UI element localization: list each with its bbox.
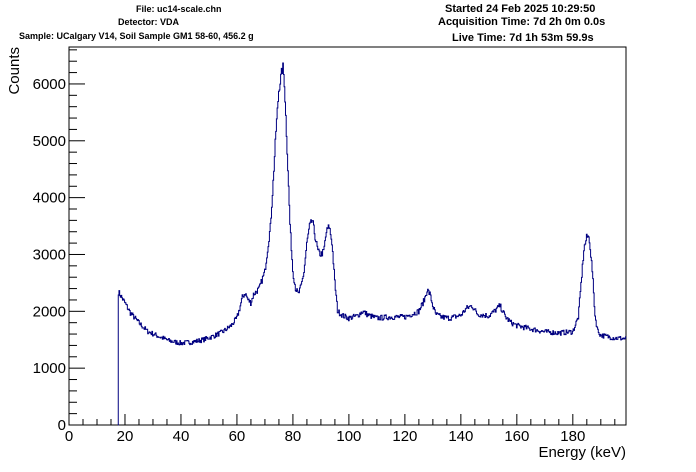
x-tick-label: 80 (285, 428, 302, 445)
y-tick-label: 0 (58, 417, 66, 434)
x-tick-label: 100 (336, 428, 361, 445)
x-axis-title: Energy (keV) (538, 444, 626, 461)
file-label: File: uc14-scale.chn (136, 4, 222, 14)
sample-label: Sample: UCalgary V14, Soil Sample GM1 58… (19, 31, 254, 41)
acquisition-time-label: Acquisition Time: 7d 2h 0m 0.0s (438, 16, 606, 28)
x-tick-label: 140 (448, 428, 473, 445)
y-tick-label: 4000 (33, 190, 66, 207)
plot-frame (68, 46, 627, 426)
x-tick-label: 20 (117, 428, 134, 445)
y-axis: 0 1000 2000 3000 4000 5000 6000 (33, 49, 85, 434)
x-tick-label: 180 (560, 428, 585, 445)
x-tick-label: 160 (504, 428, 529, 445)
y-axis-title: Counts (6, 47, 23, 95)
x-tick-label: 60 (229, 428, 246, 445)
x-tick-label: 40 (173, 428, 190, 445)
y-tick-label: 2000 (33, 303, 66, 320)
y-tick-label: 1000 (33, 360, 66, 377)
spectrum-line (117, 62, 627, 426)
spectrum-series (117, 62, 627, 426)
detector-label: Detector: VDA (118, 17, 180, 27)
y-tick-label: 6000 (33, 76, 66, 93)
live-time-label: Live Time: 7d 1h 53m 59.9s (452, 32, 594, 44)
started-label: Started 24 Feb 2025 10:29:50 (445, 3, 596, 15)
x-tick-label: 120 (392, 428, 417, 445)
y-tick-label: 3000 (33, 246, 66, 263)
x-axis: 0 20 40 60 80 100 120 140 160 180 (65, 414, 616, 445)
y-tick-label: 5000 (33, 133, 66, 150)
x-tick-label: 0 (65, 428, 73, 445)
